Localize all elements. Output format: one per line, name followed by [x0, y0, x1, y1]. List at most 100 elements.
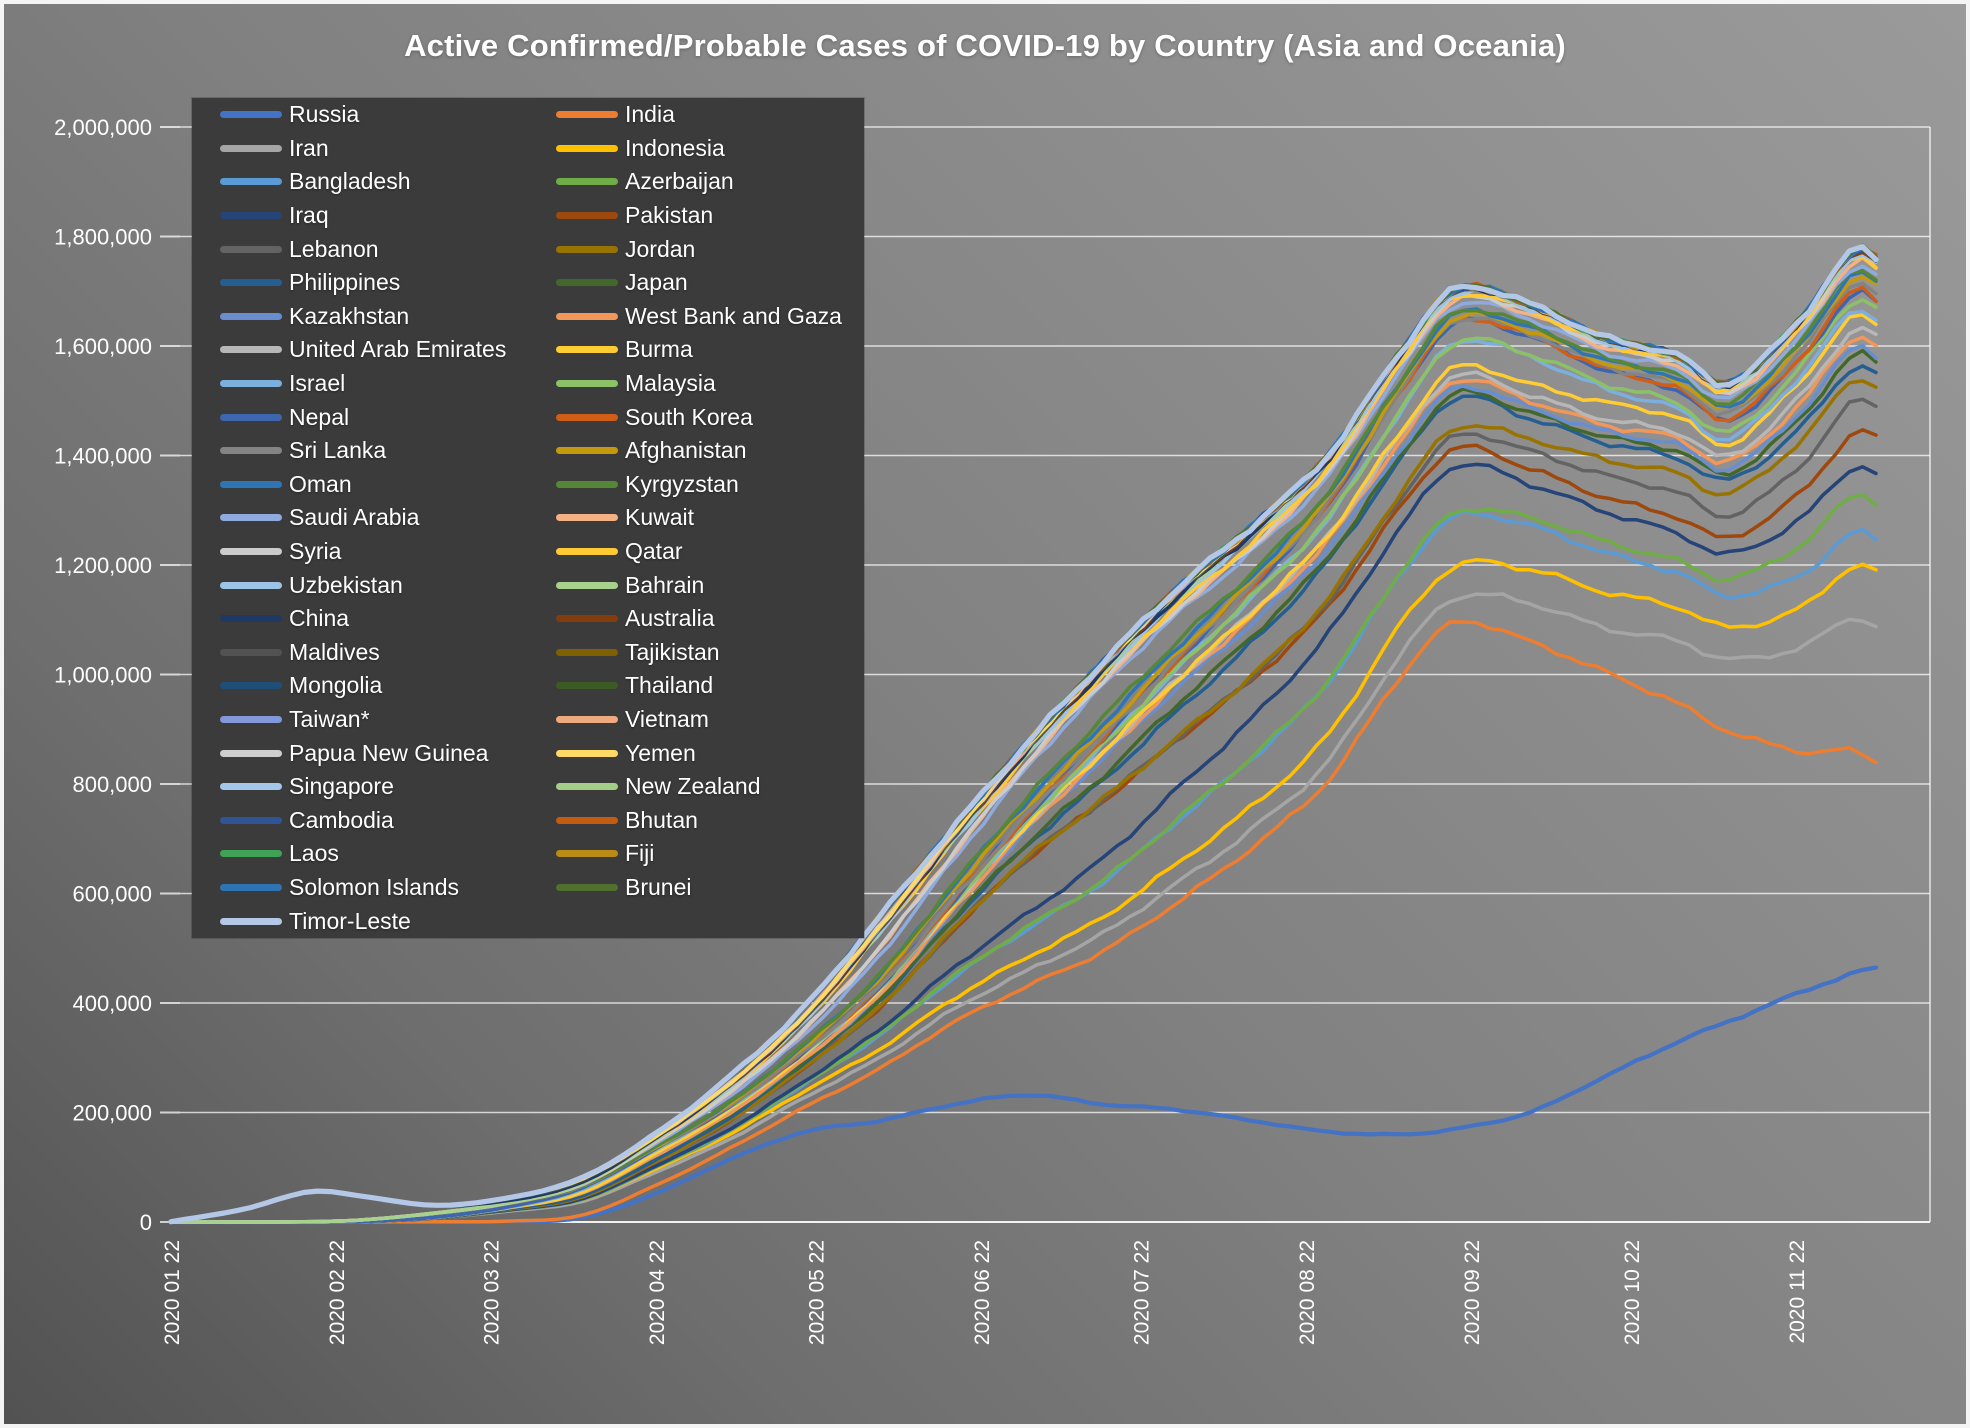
legend-item: Syria — [192, 535, 528, 569]
legend-item: Iran — [192, 132, 528, 166]
legend-swatch-line-icon — [556, 480, 618, 488]
legend-swatch-line-icon — [556, 279, 618, 287]
legend-item: Lebanon — [192, 232, 528, 266]
legend-label: Malaysia — [625, 370, 716, 397]
legend-swatch-line-icon — [220, 480, 282, 488]
legend-label: Papua New Guinea — [289, 739, 489, 766]
y-axis-label: 2,000,000 — [54, 115, 152, 140]
legend-label: Oman — [289, 470, 352, 497]
x-axis-label: 2020 04 22 — [646, 1240, 669, 1345]
legend-swatch-line-icon — [556, 178, 618, 186]
legend-label: South Korea — [625, 403, 753, 430]
legend-item: Nepal — [192, 400, 528, 434]
legend-swatch-line-icon — [220, 144, 282, 152]
legend-swatch-line-icon — [220, 413, 282, 421]
legend-label: Kazakhstan — [289, 302, 410, 329]
legend-item: Thailand — [528, 669, 864, 703]
legend-swatch-line-icon — [556, 380, 618, 388]
legend-item: Indonesia — [528, 132, 864, 166]
legend-swatch-line-icon — [220, 783, 282, 791]
legend-item: Bangladesh — [192, 165, 528, 199]
legend-label: Bahrain — [625, 571, 705, 598]
legend-label: Sri Lanka — [289, 437, 387, 464]
legend-item: Timor-Leste — [192, 904, 528, 938]
legend-item: Maldives — [192, 636, 528, 670]
legend-item: Kyrgyzstan — [528, 468, 864, 502]
legend-item: Laos — [192, 837, 528, 871]
legend-label: Saudi Arabia — [289, 504, 420, 531]
legend-label: Yemen — [625, 739, 696, 766]
legend-label: Iraq — [289, 202, 329, 229]
legend-swatch-line-icon — [556, 312, 618, 320]
legend-label: Lebanon — [289, 235, 379, 262]
legend-item: Fiji — [528, 837, 864, 871]
legend-swatch-line-icon — [220, 279, 282, 287]
legend-item: Sri Lanka — [192, 434, 528, 468]
x-axis-label: 2020 09 22 — [1461, 1240, 1484, 1345]
y-axis-label: 200,000 — [72, 1101, 152, 1126]
legend-label: United Arab Emirates — [289, 336, 507, 363]
legend-swatch-line-icon — [220, 346, 282, 354]
legend-swatch-line-icon — [220, 212, 282, 220]
legend-item: United Arab Emirates — [192, 333, 528, 367]
y-axis-label: 0 — [140, 1210, 152, 1235]
y-axis-label: 1,600,000 — [54, 334, 152, 359]
legend-label: Israel — [289, 370, 346, 397]
legend-swatch-line-icon — [220, 648, 282, 656]
legend-label: Solomon Islands — [289, 874, 460, 901]
x-axis-label: 2020 01 22 — [161, 1240, 184, 1345]
legend-label: India — [625, 101, 675, 128]
legend-label: Burma — [625, 336, 693, 363]
legend-item: Kuwait — [528, 501, 864, 535]
legend-label: Azerbaijan — [625, 168, 734, 195]
legend-swatch-line-icon — [556, 749, 618, 757]
legend-label: Syria — [289, 538, 342, 565]
legend-label: Bangladesh — [289, 168, 411, 195]
legend-swatch-line-icon — [220, 178, 282, 186]
legend-swatch-line-icon — [556, 682, 618, 690]
legend-swatch-line-icon — [220, 850, 282, 858]
legend-label: Laos — [289, 840, 339, 867]
legend-label: Kyrgyzstan — [625, 470, 739, 497]
legend-item: Brunei — [528, 871, 864, 905]
legend-item: Taiwan* — [192, 703, 528, 737]
legend-item: Japan — [528, 266, 864, 300]
legend-label: Philippines — [289, 269, 401, 296]
legend-item: Mongolia — [192, 669, 528, 703]
legend-item: Bahrain — [528, 568, 864, 602]
legend-item: Philippines — [192, 266, 528, 300]
legend-swatch-line-icon — [556, 548, 618, 556]
legend-label: Fiji — [625, 840, 655, 867]
legend-item: Yemen — [528, 736, 864, 770]
series-line-timor-leste — [168, 244, 1879, 1225]
legend-item: Uzbekistan — [192, 568, 528, 602]
legend-swatch-line-icon — [220, 581, 282, 589]
legend-item: Russia — [192, 98, 528, 132]
legend-label: Pakistan — [625, 202, 714, 229]
legend-label: Qatar — [625, 538, 683, 565]
legend-swatch-line-icon — [220, 111, 282, 119]
legend-item: Afghanistan — [528, 434, 864, 468]
legend-item: South Korea — [528, 400, 864, 434]
series-line-russia — [168, 965, 1879, 1225]
legend-swatch-line-icon — [556, 783, 618, 791]
legend-label: China — [289, 605, 350, 632]
legend-label: Jordan — [625, 235, 696, 262]
x-axis-label: 2020 08 22 — [1296, 1240, 1319, 1345]
y-axis-label: 1,000,000 — [54, 663, 152, 688]
legend-swatch-line-icon — [556, 346, 618, 354]
legend-swatch-line-icon — [220, 380, 282, 388]
legend-item: Oman — [192, 468, 528, 502]
y-axis-label: 1,200,000 — [54, 553, 152, 578]
legend-item: West Bank and Gaza — [528, 300, 864, 334]
x-axis-label: 2020 10 22 — [1621, 1240, 1644, 1345]
legend-label: Bhutan — [625, 806, 698, 833]
legend-item: Azerbaijan — [528, 165, 864, 199]
legend-item: Tajikistan — [528, 636, 864, 670]
legend-label: West Bank and Gaza — [625, 302, 842, 329]
legend-item: Israel — [192, 367, 528, 401]
legend-label: Indonesia — [625, 134, 725, 161]
legend-label: Timor-Leste — [289, 907, 411, 934]
legend-box: Russia Iran Bangladesh Iraq Lebanon Philippin… — [192, 98, 864, 938]
legend-label: Vietnam — [625, 706, 709, 733]
